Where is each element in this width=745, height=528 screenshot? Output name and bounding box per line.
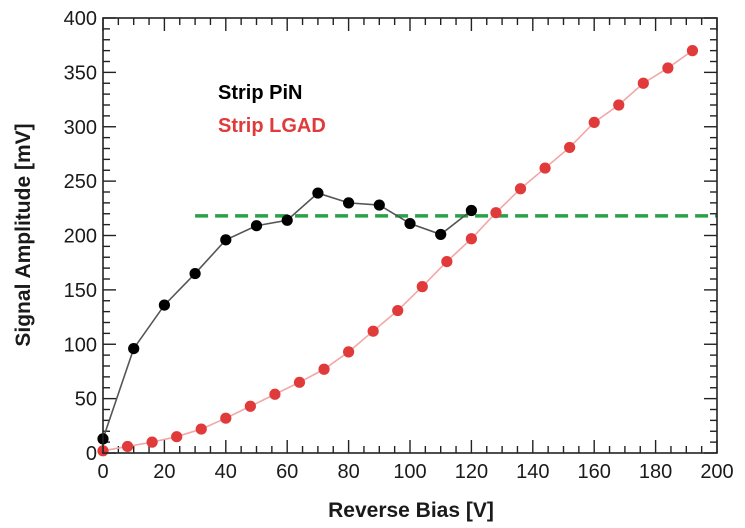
- axis-ticks: [102, 17, 718, 454]
- data-point-strip-pin: [250, 220, 263, 232]
- y-tick-label: 400: [64, 8, 97, 30]
- data-point-strip-lgad: [514, 183, 527, 195]
- series-group: [97, 45, 699, 457]
- x-tick-label: 20: [153, 461, 175, 483]
- plot-frame-group: [102, 17, 718, 454]
- data-point-strip-lgad: [146, 436, 158, 448]
- data-point-strip-pin: [189, 267, 201, 280]
- data-point-strip-pin: [343, 197, 355, 209]
- data-point-strip-lgad: [539, 162, 551, 174]
- x-tick-label: 120: [455, 461, 488, 483]
- x-tick-label: 60: [276, 461, 298, 483]
- data-point-strip-lgad: [244, 400, 256, 412]
- data-point-strip-lgad: [171, 431, 183, 443]
- data-point-strip-pin: [158, 299, 170, 311]
- data-point-strip-lgad: [269, 388, 281, 400]
- x-tick-label: 160: [578, 461, 611, 483]
- plot-background: [103, 18, 717, 453]
- x-axis-title: Reverse Bias [V]: [328, 499, 494, 522]
- y-axis-title: Signal Amplitude [mV]: [12, 123, 35, 346]
- legend-entry-strip-lgad: Strip LGAD: [218, 115, 326, 137]
- legend-entry-strip-pin: Strip PiN: [218, 82, 302, 104]
- data-point-strip-pin: [281, 214, 293, 226]
- data-point-strip-lgad: [416, 281, 428, 293]
- data-point-strip-lgad: [392, 304, 404, 317]
- data-point-strip-pin: [373, 199, 385, 211]
- data-point-strip-lgad: [195, 423, 207, 435]
- data-point-strip-pin: [128, 343, 140, 355]
- y-tick-label: 100: [64, 334, 97, 356]
- data-point-strip-lgad: [637, 77, 649, 89]
- y-tick-label: 150: [64, 280, 97, 302]
- y-tick-label: 250: [64, 171, 97, 193]
- data-point-strip-lgad: [490, 207, 502, 219]
- x-tick-label: 200: [700, 461, 733, 483]
- tick-labels: 0 20 40 60 80 100 120 140 160 180 200 0 50 100 150 200 2…: [64, 8, 734, 483]
- y-tick-label: 350: [64, 62, 97, 84]
- data-point-strip-pin: [404, 217, 416, 230]
- data-point-strip-lgad: [367, 325, 379, 337]
- data-point-strip-lgad: [686, 45, 699, 57]
- data-point-strip-pin: [312, 187, 324, 199]
- x-tick-label: 180: [639, 461, 672, 483]
- x-tick-label: 80: [337, 461, 359, 483]
- data-point-strip-lgad: [318, 363, 330, 375]
- x-tick-label: 100: [393, 461, 426, 483]
- data-point-strip-lgad: [121, 440, 134, 453]
- data-point-strip-pin: [435, 228, 447, 241]
- data-point-strip-lgad: [613, 99, 625, 111]
- y-tick-label: 200: [64, 226, 97, 248]
- x-tick-label: 0: [97, 461, 108, 483]
- data-point-strip-lgad: [662, 62, 674, 74]
- x-tick-label: 40: [215, 461, 237, 483]
- data-point-strip-lgad: [441, 256, 453, 268]
- plot-area: [103, 18, 717, 453]
- y-tick-label: 0: [86, 443, 97, 465]
- data-point-strip-lgad: [293, 376, 306, 388]
- x-tick-label: 140: [516, 461, 549, 483]
- data-point-strip-lgad: [220, 412, 232, 424]
- data-point-strip-lgad: [588, 116, 600, 128]
- plot-frame: [102, 17, 718, 454]
- data-point-strip-pin: [220, 234, 232, 246]
- data-point-strip-pin: [465, 204, 477, 217]
- y-tick-label: 300: [64, 117, 97, 139]
- data-point-strip-lgad: [343, 346, 355, 358]
- data-point-strip-lgad: [465, 233, 477, 245]
- data-point-strip-lgad: [564, 141, 576, 154]
- y-tick-label: 50: [75, 389, 97, 411]
